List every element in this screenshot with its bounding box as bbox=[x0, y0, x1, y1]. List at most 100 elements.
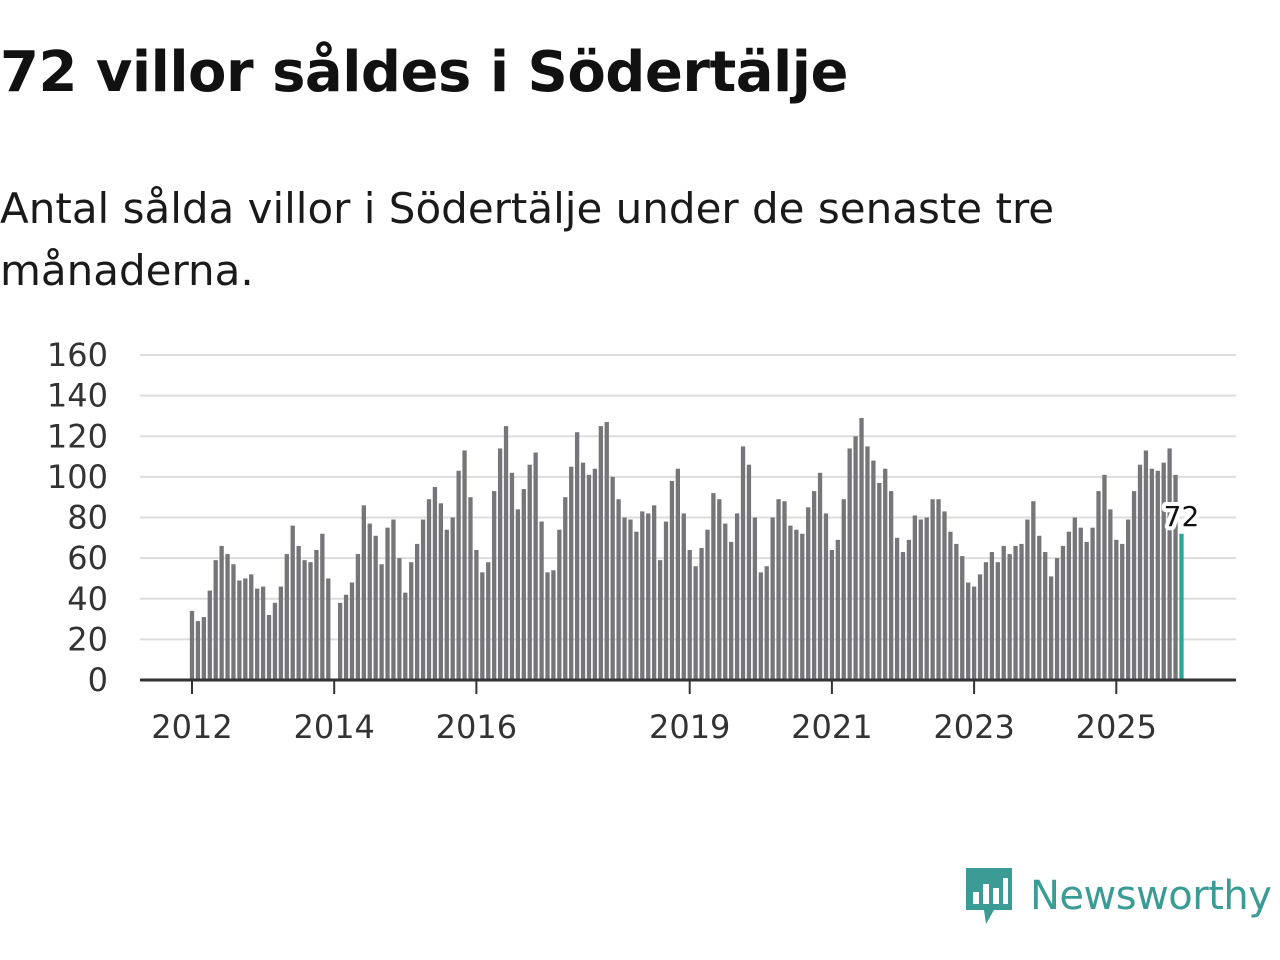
x-tick-label: 2025 bbox=[1076, 708, 1157, 746]
bar bbox=[545, 572, 550, 680]
bar bbox=[1149, 468, 1154, 680]
x-tick-label: 2016 bbox=[436, 708, 517, 746]
bar bbox=[705, 529, 710, 680]
bar bbox=[877, 482, 882, 680]
bar bbox=[1054, 558, 1060, 681]
bars bbox=[189, 417, 1184, 681]
bar bbox=[622, 517, 627, 680]
bar bbox=[954, 543, 959, 680]
bar bbox=[1108, 509, 1113, 681]
bar bbox=[829, 550, 835, 680]
bar bbox=[853, 436, 858, 680]
bar bbox=[752, 517, 758, 680]
bar bbox=[237, 580, 242, 680]
bar bbox=[770, 517, 775, 680]
bar bbox=[420, 519, 426, 680]
bar bbox=[503, 426, 509, 680]
bar bbox=[349, 582, 355, 680]
bar bbox=[415, 543, 420, 680]
bar bbox=[284, 554, 289, 680]
bar bbox=[580, 462, 586, 680]
bar bbox=[764, 566, 769, 680]
y-tick-label: 100 bbox=[47, 458, 108, 496]
bar bbox=[646, 513, 651, 680]
bar bbox=[971, 586, 977, 680]
bar bbox=[652, 505, 657, 680]
bar bbox=[1013, 545, 1018, 680]
brand-name: Newsworthy bbox=[1030, 873, 1272, 919]
bar bbox=[1072, 517, 1077, 680]
bar bbox=[740, 446, 746, 680]
bar bbox=[598, 426, 603, 680]
bar bbox=[930, 499, 935, 680]
y-tick-label: 140 bbox=[47, 377, 108, 415]
bar bbox=[806, 507, 811, 680]
y-tick-label: 80 bbox=[67, 499, 108, 537]
bar bbox=[966, 582, 971, 680]
bar bbox=[509, 472, 515, 680]
bar bbox=[675, 468, 680, 680]
brand-logo: Newsworthy bbox=[964, 864, 1272, 928]
bar bbox=[1167, 448, 1172, 680]
bar bbox=[1078, 527, 1083, 680]
bar bbox=[687, 550, 692, 680]
bar bbox=[343, 594, 349, 680]
bar bbox=[746, 464, 752, 680]
bar bbox=[906, 539, 912, 680]
bar bbox=[260, 586, 266, 680]
bar bbox=[533, 452, 538, 680]
bar bbox=[249, 574, 254, 681]
bar bbox=[426, 499, 432, 680]
chart-subtitle: Antal sålda villor i Södertälje under de… bbox=[0, 184, 1055, 295]
bar bbox=[385, 527, 390, 680]
y-tick-label: 0 bbox=[88, 661, 108, 699]
bar bbox=[1084, 541, 1089, 681]
bar bbox=[977, 574, 983, 681]
bar bbox=[551, 570, 556, 680]
bar bbox=[1161, 462, 1166, 680]
bar bbox=[527, 464, 532, 680]
bar bbox=[794, 529, 799, 680]
bar bbox=[628, 519, 633, 680]
bar bbox=[468, 497, 473, 680]
x-tick-label: 2019 bbox=[649, 708, 730, 746]
bar bbox=[225, 554, 230, 680]
bar bbox=[403, 592, 408, 680]
bar bbox=[811, 491, 817, 680]
bar bbox=[800, 533, 805, 680]
y-tick-label: 60 bbox=[67, 539, 108, 577]
bar bbox=[995, 562, 1000, 680]
bar bbox=[189, 610, 195, 680]
bar bbox=[255, 588, 260, 680]
bar bbox=[693, 566, 698, 680]
bar bbox=[1114, 539, 1119, 680]
bar bbox=[592, 468, 598, 680]
bar bbox=[1007, 554, 1012, 680]
bar bbox=[663, 521, 669, 680]
x-axis bbox=[140, 678, 1236, 694]
bar bbox=[1155, 470, 1160, 680]
y-tick-label: 120 bbox=[47, 417, 108, 455]
value-label: 72 bbox=[1164, 500, 1200, 533]
y-tick-label: 40 bbox=[67, 580, 108, 618]
bar bbox=[734, 513, 740, 680]
bar bbox=[367, 523, 372, 680]
bar bbox=[871, 460, 876, 680]
bar bbox=[574, 432, 580, 680]
bar bbox=[776, 499, 781, 680]
bar bbox=[213, 560, 218, 680]
newsworthy-logo-icon bbox=[966, 868, 1012, 924]
bar bbox=[960, 556, 965, 680]
bar bbox=[1037, 535, 1042, 680]
bar bbox=[918, 519, 923, 680]
bar bbox=[278, 586, 284, 680]
bar bbox=[337, 602, 343, 680]
bar bbox=[355, 554, 361, 680]
bar bbox=[1001, 545, 1006, 680]
bar bbox=[373, 535, 378, 680]
x-tick-label: 2012 bbox=[151, 708, 232, 746]
bar bbox=[729, 541, 734, 681]
bar bbox=[1090, 527, 1095, 680]
bar bbox=[438, 503, 443, 680]
